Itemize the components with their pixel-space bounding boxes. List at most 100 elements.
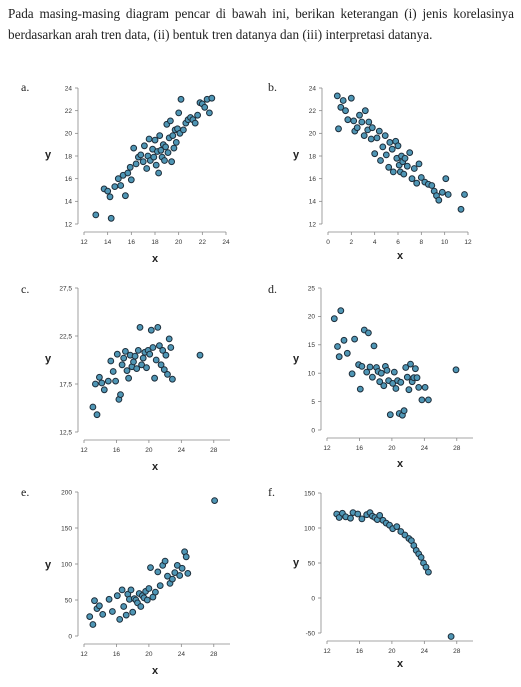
x-tick-label: 28 (210, 447, 218, 454)
data-point (105, 595, 113, 603)
data-point (394, 142, 402, 150)
panel-label: f. (268, 485, 275, 499)
data-point (389, 168, 397, 176)
data-point (132, 160, 140, 168)
data-point (91, 597, 98, 605)
y-axis-label: y (293, 353, 300, 365)
data-point (157, 361, 165, 369)
data-point (438, 188, 446, 196)
x-tick-label: 16 (356, 445, 364, 452)
x-tick-label: 10 (441, 239, 449, 246)
data-point (412, 365, 419, 373)
data-point (351, 335, 359, 343)
data-point (383, 367, 391, 374)
x-axis-label: x (397, 250, 404, 262)
y-axis-label: y (293, 149, 300, 161)
data-point (92, 380, 99, 388)
y-tick-label: 22 (65, 108, 73, 115)
y-tick-label: 15 (308, 342, 316, 349)
data-point (380, 382, 388, 390)
y-tick-label: 50 (65, 597, 73, 604)
data-point (335, 353, 343, 361)
x-tick-label: 16 (113, 447, 121, 454)
data-point (159, 347, 167, 354)
data-point (368, 124, 376, 132)
data-point (428, 182, 436, 189)
data-point (375, 127, 383, 135)
x-tick-label: 24 (421, 648, 429, 655)
data-point (435, 196, 443, 204)
data-point (337, 307, 345, 315)
data-point (114, 175, 122, 183)
data-point (389, 380, 397, 387)
panel-label: d. (268, 282, 277, 296)
data-point (335, 125, 342, 133)
panel-label: b. (268, 80, 277, 94)
data-point (403, 373, 411, 381)
data-point (347, 94, 355, 102)
data-point (164, 371, 171, 378)
y-tick-label: 18 (65, 153, 73, 160)
data-point (147, 326, 155, 334)
data-point (415, 160, 423, 168)
data-point (120, 603, 128, 610)
data-point (385, 163, 393, 171)
data-point (154, 568, 162, 576)
data-point (417, 174, 425, 181)
x-tick-label: 20 (388, 648, 396, 655)
data-point (405, 386, 413, 394)
data-point (112, 377, 119, 385)
data-point (162, 351, 170, 359)
data-point (117, 391, 124, 399)
data-point (122, 611, 130, 619)
data-point (358, 118, 366, 126)
y-tick-label: 10 (308, 371, 316, 378)
data-point (170, 144, 178, 152)
data-point (120, 354, 128, 362)
data-point (116, 616, 124, 623)
data-point (194, 111, 202, 119)
data-point (176, 572, 184, 579)
data-point (151, 136, 159, 144)
x-tick-label: 12 (464, 239, 472, 246)
data-point (397, 378, 405, 386)
panel-label: c. (21, 282, 30, 296)
data-point (145, 585, 153, 592)
data-point (337, 103, 345, 111)
y-tick-label: 18 (309, 153, 317, 160)
data-point (175, 109, 183, 117)
data-point (149, 344, 157, 351)
data-point (360, 132, 368, 140)
data-point (178, 564, 186, 572)
data-point (418, 396, 426, 404)
data-point (161, 557, 169, 565)
data-point (107, 214, 115, 222)
data-point (425, 396, 432, 404)
data-point (461, 191, 468, 198)
data-point (350, 117, 358, 125)
data-point (400, 170, 408, 178)
data-point (447, 633, 455, 640)
y-tick-label: 0 (68, 633, 72, 640)
x-tick-label: 18 (151, 239, 159, 246)
y-tick-label: 100 (61, 561, 72, 568)
data-point (136, 324, 144, 331)
data-point (334, 343, 341, 350)
data-point (358, 515, 366, 523)
x-axis-label: x (152, 461, 159, 473)
data-point (393, 523, 401, 530)
data-point (333, 92, 341, 100)
x-axis-label: x (397, 458, 404, 470)
x-tick-label: 12 (323, 648, 331, 655)
x-tick-label: 24 (421, 445, 429, 452)
data-point (376, 512, 384, 519)
data-point (118, 361, 126, 369)
data-point (160, 366, 168, 374)
data-point (92, 211, 100, 219)
data-point (109, 608, 116, 615)
data-point (371, 150, 379, 158)
data-point (196, 351, 204, 359)
data-point (139, 158, 147, 166)
data-point (169, 132, 177, 140)
data-point (356, 111, 363, 119)
